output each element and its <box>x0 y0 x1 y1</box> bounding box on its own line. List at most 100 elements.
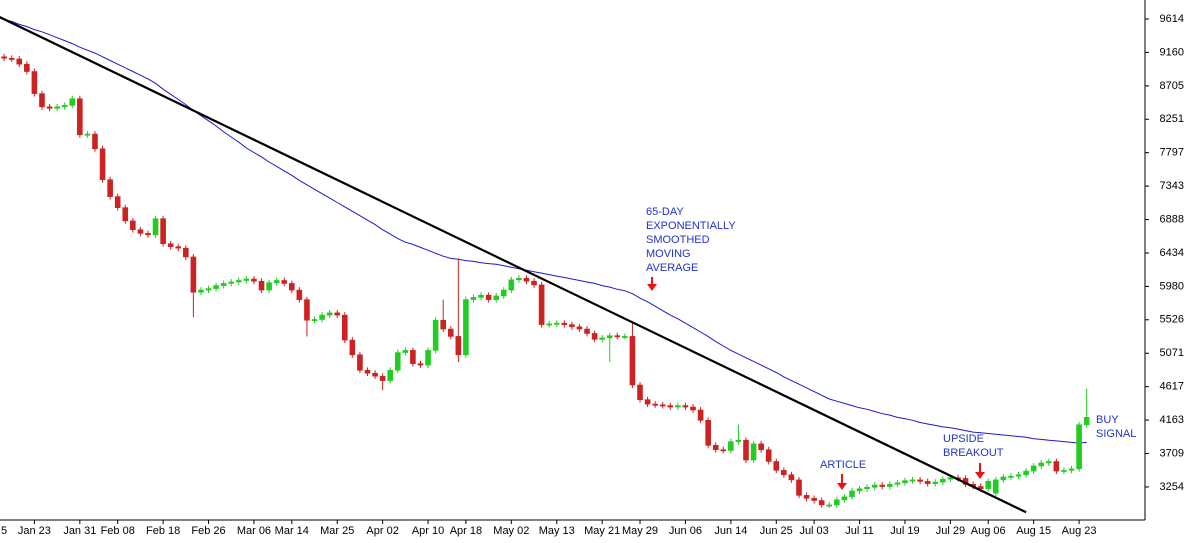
candle-body <box>546 323 552 326</box>
candle-body <box>977 486 984 490</box>
x-tick-label: Apr 02 <box>366 525 398 537</box>
candle-body <box>614 335 621 338</box>
candle-body <box>281 280 288 284</box>
candle-body <box>909 479 916 482</box>
annotation-text: MOVING <box>646 248 691 260</box>
x-tick-label: Jun 25 <box>760 525 793 537</box>
candle-body <box>485 294 492 300</box>
candle-body <box>834 499 840 506</box>
x-tick-label: Jun 14 <box>714 525 747 537</box>
candle-body <box>531 280 537 286</box>
candle-body <box>576 326 583 330</box>
candle-body <box>553 322 560 325</box>
candle-body <box>1083 417 1090 426</box>
candle-body <box>1061 470 1067 472</box>
x-tick-label: Jan 31 <box>63 525 96 537</box>
x-tick-label: Mar 14 <box>275 525 309 537</box>
x-tick-label: May 29 <box>622 525 658 537</box>
candle-body <box>788 474 795 481</box>
candle-body <box>77 98 83 136</box>
candle-body <box>167 243 174 247</box>
x-tick-label: Feb 08 <box>101 525 135 537</box>
candle-body <box>781 470 787 476</box>
candle-body <box>667 405 674 408</box>
x-tick-label: Jul 29 <box>936 525 965 537</box>
y-tick-label: 8251 <box>1160 113 1184 125</box>
y-tick-label: 6888 <box>1160 213 1184 225</box>
candle-body <box>122 207 129 222</box>
annotation-text: BUY <box>1096 414 1119 426</box>
candle-body <box>1008 475 1014 478</box>
candle-body <box>190 256 197 293</box>
candle-body <box>152 218 159 236</box>
candle-body <box>425 350 431 366</box>
annotation-text: AVERAGE <box>646 262 698 274</box>
candle-body <box>493 295 499 300</box>
candle-body <box>349 339 356 356</box>
candle-body <box>561 322 568 325</box>
candle-body <box>606 335 613 339</box>
x-tick-label: May 02 <box>493 525 529 537</box>
x-tick-label: Feb 26 <box>191 525 225 537</box>
candle-body <box>750 443 757 461</box>
candle-body <box>251 278 257 282</box>
candle-body <box>917 479 923 482</box>
candle-body <box>622 336 628 338</box>
candle-body <box>924 481 931 484</box>
candle-body <box>1053 461 1060 472</box>
candle-body <box>826 504 833 507</box>
candle-body <box>637 384 643 400</box>
candle-body <box>31 71 38 94</box>
candle-body <box>357 354 363 371</box>
candle-body <box>894 482 901 485</box>
candle-body <box>871 484 878 488</box>
candle-body <box>470 297 477 300</box>
candle-body <box>288 283 295 291</box>
annotation-text: EXPONENTIALLY <box>646 220 736 232</box>
candle-body <box>705 419 711 446</box>
y-tick-label: 9160 <box>1160 46 1184 58</box>
candle-body <box>394 352 401 371</box>
candle-body <box>379 375 386 381</box>
candle-body <box>523 277 530 282</box>
candle-body <box>803 495 810 499</box>
candle-body <box>1068 468 1075 471</box>
candle-body <box>24 63 30 72</box>
x-tick-label: Apr 10 <box>412 525 444 537</box>
candle-body <box>39 93 45 108</box>
y-tick-label: 5980 <box>1160 280 1184 292</box>
x-tick-label: Apr 18 <box>450 525 482 537</box>
annotation-text: UPSIDE <box>943 433 984 445</box>
candle-body <box>84 133 91 136</box>
candle-body <box>811 497 817 501</box>
candle-body <box>1030 465 1037 472</box>
annotation-arrow-head <box>837 483 847 490</box>
annotation-text: ARTICLE <box>820 459 866 471</box>
ema-line <box>0 17 1087 444</box>
candle-body <box>175 246 182 249</box>
candle-body <box>591 333 598 340</box>
plot-area <box>0 16 1090 514</box>
x-tick-label: Jul 11 <box>845 525 874 537</box>
candle-body <box>61 105 68 108</box>
y-tick-label: 7797 <box>1160 147 1184 159</box>
candle-body <box>160 218 166 245</box>
candle-body <box>856 488 863 492</box>
candle-body <box>311 319 318 321</box>
candle-body <box>879 484 886 487</box>
y-tick-label: 8705 <box>1160 80 1184 92</box>
candle-body <box>902 480 908 484</box>
x-tick-label: May 21 <box>584 525 620 537</box>
candle-body <box>1023 470 1029 476</box>
candle-body <box>985 481 992 490</box>
x-tick-label: Mar 06 <box>237 525 271 537</box>
trend-line <box>0 16 1027 514</box>
x-tick-label: Aug 06 <box>971 525 1006 537</box>
candle-body <box>364 369 371 374</box>
candle-body <box>743 439 749 461</box>
x-tick-label: Mar 25 <box>320 525 354 537</box>
x-tick-label: Jul 03 <box>799 525 828 537</box>
annotation-text: BREAKOUT <box>943 447 1004 459</box>
candle-body <box>500 289 507 297</box>
